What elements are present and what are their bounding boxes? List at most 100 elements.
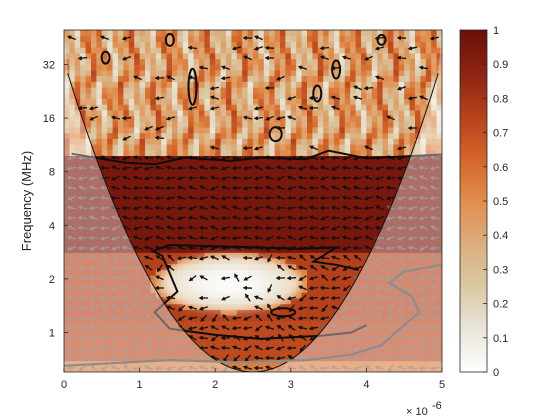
heatmap-cell [290,30,297,37]
heatmap-cell [101,132,108,139]
heatmap-cell [85,269,92,276]
heatmap-cell [226,35,232,42]
heatmap-cell [312,172,319,179]
phase-arrow [430,225,439,231]
heatmap-cell [177,246,184,253]
heatmap-cell [290,315,297,322]
heatmap-cell [404,58,411,65]
heatmap-cell [350,104,357,111]
heatmap-cell [415,201,421,208]
heatmap-cell [247,121,254,128]
phase-arrow [264,226,275,231]
heatmap-cell [118,126,124,134]
heatmap-cell [280,240,286,248]
heatmap-cell [339,172,346,179]
phase-arrow [374,306,385,311]
heatmap-cell [166,69,173,77]
heatmap-cell [253,98,259,105]
heatmap-cell [285,258,292,265]
heatmap-cell [312,240,319,248]
heatmap-cell [307,280,313,288]
heatmap-cell [107,138,114,145]
heatmap-cell [344,121,351,128]
heatmap-cell [280,144,286,151]
phase-arrow [385,325,396,330]
heatmap-cell [215,35,222,42]
phase-arrow [220,215,231,221]
heatmap-cell [339,155,346,162]
heatmap-cell [274,47,281,54]
heatmap-cell [101,229,108,236]
heatmap-cell [247,172,254,179]
phase-arrow [407,335,418,340]
heatmap-cell [247,360,254,367]
heatmap-cell [344,366,351,372]
heatmap-cell [361,195,367,202]
heatmap-cell [285,178,292,185]
heatmap-cell [420,286,427,293]
heatmap-cell [431,132,438,139]
heatmap-cell [393,52,400,60]
heatmap-cell [323,87,330,94]
heatmap-cell [323,189,330,196]
heatmap-cell [404,47,411,54]
phase-arrow [187,106,198,111]
heatmap-cell [436,58,442,65]
heatmap-cell [339,292,346,299]
phase-arrow [132,366,143,371]
phase-arrow [132,196,143,201]
heatmap-cell [91,104,97,111]
heatmap-cell [274,320,281,327]
heatmap-cell [134,121,141,128]
heatmap-cell [285,144,292,151]
phase-arrow [165,215,176,220]
heatmap-cell [107,144,114,151]
heatmap-cell [398,98,405,105]
heatmap-cell [420,223,427,231]
heatmap-cell [64,104,70,111]
heatmap-cell [69,280,76,288]
heatmap-cell [150,360,157,367]
heatmap-cell [420,138,427,145]
heatmap-cell [425,326,432,333]
heatmap-cell [328,297,335,305]
heatmap-cell [123,280,130,288]
heatmap-cell [134,320,141,327]
heatmap-cell [425,309,432,316]
heatmap-cell [204,252,211,259]
heatmap-cell [128,47,135,54]
heatmap-cell [274,35,281,42]
heatmap-cell [134,30,141,37]
heatmap-cell [382,235,389,242]
phase-arrow [77,155,88,161]
heatmap-cell [425,126,432,134]
heatmap-cell [317,246,324,253]
phase-arrow [144,225,153,231]
heatmap-cell [91,126,97,134]
heatmap-cell [118,41,124,48]
heatmap-cell [112,81,119,88]
heatmap-cell [415,115,421,122]
heatmap-cell [101,64,108,71]
heatmap-cell [150,166,157,174]
heatmap-cell [64,292,70,299]
heatmap-cell [161,30,168,37]
phase-arrow [264,45,275,51]
heatmap-cell [101,246,108,253]
heatmap-cell [188,189,195,196]
heatmap-cell [209,360,216,367]
heatmap-cell [134,360,141,367]
heatmap-cell [393,286,400,293]
heatmap-cell [398,41,405,48]
heatmap-cell [366,223,373,231]
heatmap-cell [377,178,384,185]
heatmap-cell [199,201,205,208]
heatmap-cell [226,212,232,219]
heatmap-cell [404,195,411,202]
heatmap-cell [312,41,319,48]
heatmap-cell [263,252,270,259]
heatmap-cell [382,183,389,191]
heatmap-cell [172,126,178,134]
heatmap-cell [431,75,438,82]
heatmap-cell [366,269,373,276]
